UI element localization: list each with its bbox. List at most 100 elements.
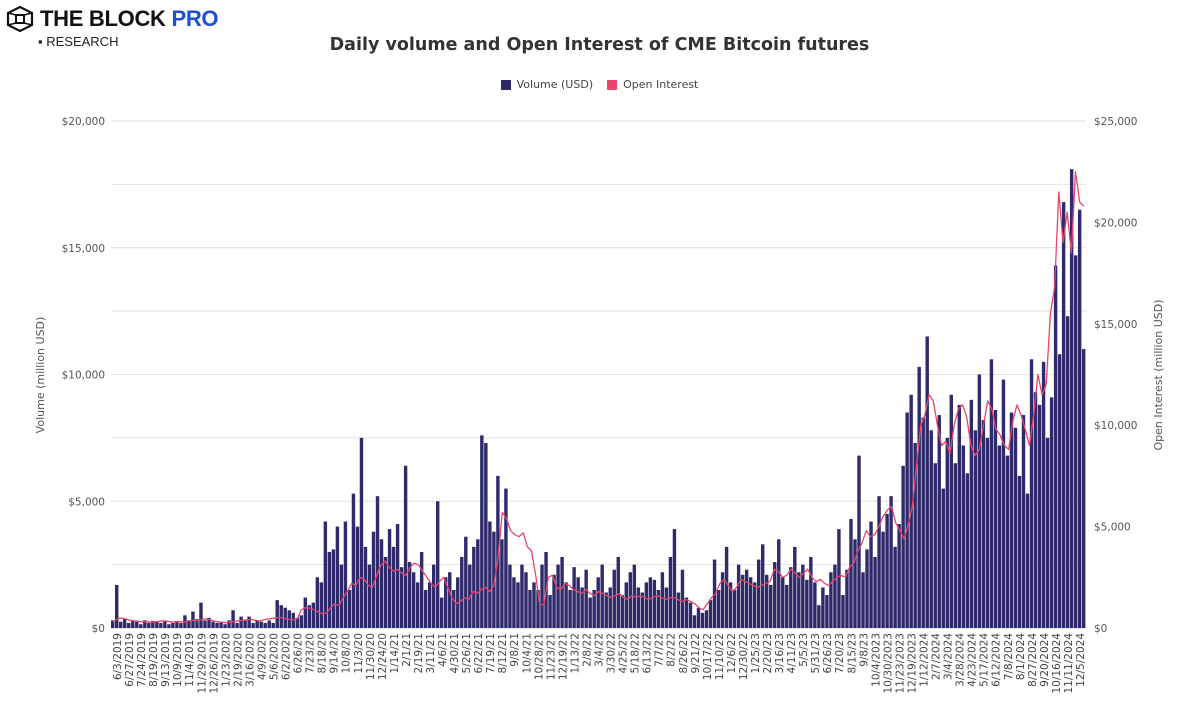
x-tick-label: 7/8/2024 (1003, 633, 1015, 680)
y-axis-left-title: Volume (million USD) (34, 317, 47, 434)
x-tick-label: 11/11/2024 (1063, 633, 1075, 694)
volume-bar (716, 589, 721, 628)
volume-bar (857, 455, 861, 628)
volume-bar (151, 620, 155, 628)
volume-bar (1057, 354, 1062, 628)
volume-bar (1033, 392, 1038, 628)
volume-bar (315, 577, 320, 628)
volume-bar (945, 437, 949, 628)
volume-bar (965, 473, 970, 628)
volume-bar (628, 572, 633, 628)
volume-bar (688, 602, 693, 628)
volume-bar (504, 488, 508, 628)
volume-bar (552, 574, 556, 628)
volume-bar (135, 621, 139, 628)
volume-bar (777, 539, 781, 628)
volume-bar (748, 577, 753, 628)
volume-bar (440, 597, 444, 628)
volume-bar (676, 592, 681, 628)
x-tick-label: 12/19/2023 (907, 633, 919, 694)
volume-bar (985, 437, 990, 628)
volume-bar (925, 336, 929, 628)
volume-bar (387, 529, 392, 628)
x-tick-label: 8/18/20 (317, 633, 329, 673)
x-tick-label: 1/23/2020 (220, 633, 232, 687)
x-tick-label: 10/30/2023 (882, 633, 894, 694)
cube-logo-icon (6, 6, 34, 32)
volume-bar (957, 404, 962, 628)
volume-bar (720, 572, 725, 628)
volume-bar (488, 521, 492, 628)
volume-bar (319, 582, 324, 628)
volume-bar (351, 493, 356, 628)
legend-swatch-volume (500, 79, 511, 90)
x-tick-label: 11/30/20 (365, 633, 377, 680)
x-tick-label: 3/28/2024 (955, 633, 967, 687)
volume-bar (961, 445, 966, 628)
volume-bar (849, 518, 853, 628)
volume-bar (941, 488, 945, 628)
x-tick-label: 12/30/22 (738, 633, 750, 680)
volume-bar (243, 620, 247, 628)
x-tick-label: 5/6/2020 (269, 633, 281, 680)
volume-bar (363, 546, 368, 628)
volume-bar (680, 569, 685, 628)
volume-bar (837, 529, 841, 628)
x-tick-label: 7/7/22 (654, 633, 666, 667)
volume-bar (664, 587, 669, 628)
volume-bar (167, 624, 171, 628)
x-tick-label: 10/8/20 (341, 633, 353, 673)
volume-bar (736, 564, 741, 628)
volume-bar (640, 592, 645, 628)
volume-bar (668, 557, 673, 628)
volume-bar (500, 539, 504, 628)
volume-bar (841, 595, 845, 628)
volume-bar (1025, 493, 1030, 628)
volume-bar (139, 624, 143, 628)
volume-bar (636, 587, 641, 628)
volume-bar (773, 562, 777, 628)
volume-bar (199, 602, 203, 628)
volume-bar (203, 620, 207, 628)
x-tick-label: 3/4/2024 (943, 633, 955, 680)
volume-bar (724, 546, 729, 628)
volume-bar (423, 589, 428, 628)
volume-bar (175, 621, 179, 628)
legend-item-open-interest[interactable]: Open Interest (607, 78, 698, 91)
volume-bar (853, 539, 857, 628)
volume-bar (1013, 427, 1018, 628)
x-tick-label: 3/11/21 (425, 633, 437, 673)
x-tick-label: 10/28/21 (533, 633, 545, 680)
x-tick-label: 12/24/20 (377, 633, 389, 680)
volume-bar (231, 610, 235, 628)
volume-bar (1029, 359, 1034, 628)
volume-bar (127, 622, 131, 628)
volume-bar (572, 567, 576, 628)
volume-bar (897, 524, 901, 628)
volume-bar (660, 572, 665, 628)
volume-bar (797, 572, 801, 628)
legend-item-volume[interactable]: Volume (USD) (500, 78, 593, 91)
x-tick-label: 11/10/22 (714, 633, 726, 680)
volume-bar (584, 569, 588, 628)
volume-bar (444, 577, 448, 628)
volume-bar (524, 572, 528, 628)
volume-bar (969, 399, 974, 628)
volume-bar (869, 521, 873, 628)
volume-bar (696, 607, 701, 628)
volume-bar (656, 589, 661, 628)
x-tick-label: 2/19/21 (413, 633, 425, 673)
volume-bar (411, 572, 416, 628)
x-tick-label: 10/4/2023 (870, 633, 882, 687)
volume-bar (119, 621, 123, 628)
volume-bar (901, 465, 905, 628)
x-tick-label: 6/12/2024 (991, 633, 1003, 687)
volume-bar (708, 600, 713, 628)
volume-bar (155, 621, 159, 628)
volume-bar (1009, 412, 1014, 628)
x-tick-label: 12/5/2024 (1075, 633, 1087, 687)
volume-bar (728, 582, 733, 628)
volume-bar (536, 589, 540, 628)
volume-bar (564, 582, 568, 628)
